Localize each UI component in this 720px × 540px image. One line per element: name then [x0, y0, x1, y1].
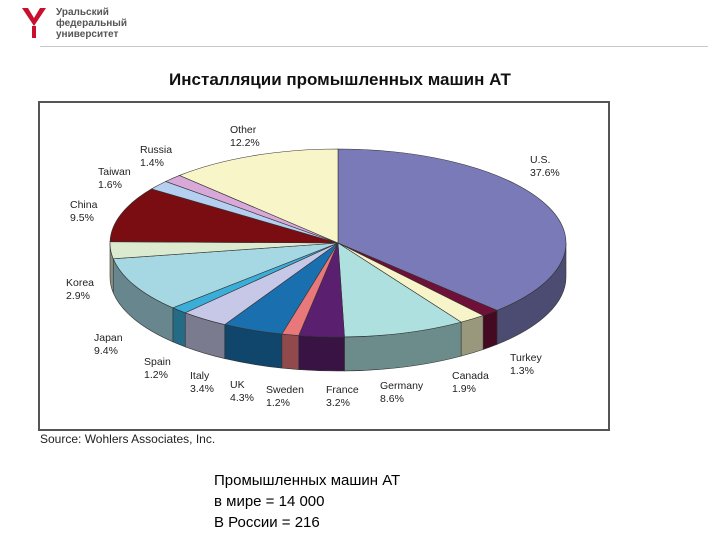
slice-value-us: 37.6% [530, 167, 560, 179]
pie-slice-germany [337, 242, 462, 338]
slice-value-other: 12.2% [230, 137, 260, 149]
slice-label-taiwan: Taiwan [98, 166, 131, 178]
slice-value-japan: 9.4% [94, 345, 118, 357]
slice-label-china: China [70, 199, 98, 211]
slice-label-turkey: Turkey [510, 352, 542, 364]
slice-label-russia: Russia [140, 144, 172, 156]
slice-value-germany: 8.6% [380, 393, 404, 405]
slice-value-uk: 4.3% [230, 392, 254, 404]
slice-label-uk: UK [230, 379, 245, 391]
pie-side-france [298, 335, 345, 372]
university-name: Уральский федеральный университет [56, 7, 127, 40]
slice-value-canada: 1.9% [452, 383, 476, 395]
pie-slice-japan [112, 242, 339, 309]
slice-label-france: France [326, 384, 359, 396]
pie-side-walls [109, 242, 567, 372]
pie-side-sweden [281, 333, 299, 370]
slide-title: Инсталляции промышленных машин АТ [169, 70, 511, 89]
pie-slice-us [337, 148, 567, 311]
slice-label-spain: Spain [144, 356, 171, 368]
slice-value-korea: 2.9% [66, 290, 90, 302]
university-name-line: федеральный [56, 18, 127, 29]
slice-value-russia: 1.4% [140, 157, 164, 169]
slice-label-other: Other [230, 124, 257, 136]
pie-side-spain [172, 307, 186, 348]
slice-value-italy: 3.4% [190, 383, 214, 395]
slice-label-germany: Germany [380, 380, 424, 392]
header-divider [40, 46, 708, 47]
slice-label-korea: Korea [66, 277, 94, 289]
university-name-line: университет [56, 29, 119, 40]
slice-value-sweden: 1.2% [266, 397, 290, 409]
pie-slice-china [109, 188, 339, 244]
slice-value-turkey: 1.3% [510, 365, 534, 377]
slide-note: Промышленных машин АТ в мире = 14 000 В … [214, 470, 400, 533]
university-name-line: Уральский [56, 7, 109, 18]
university-logo-mark-icon [22, 8, 46, 38]
note-line: Промышленных машин АТ [214, 472, 401, 489]
slice-label-japan: Japan [94, 332, 123, 344]
slice-label-canada: Canada [452, 370, 489, 382]
pie-slice-other [178, 148, 339, 244]
pie-side-turkey [482, 309, 498, 350]
pie-top [109, 148, 567, 338]
slice-value-france: 3.2% [326, 397, 350, 409]
slice-label-sweden: Sweden [266, 384, 304, 396]
chart-source: Source: Wohlers Associates, Inc. [40, 432, 216, 446]
slice-label-italy: Italy [190, 370, 210, 382]
pie-side-canada [460, 315, 484, 357]
slice-label-us: U.S. [530, 154, 550, 166]
slice-value-taiwan: 1.6% [98, 179, 122, 191]
note-line: В России = 216 [214, 514, 320, 531]
note-line: в мире = 14 000 [214, 493, 325, 510]
chart-frame: U.S. 37.6% Turkey 1.3% Canada 1.9% Germany 8.6%… [38, 101, 610, 431]
slice-value-china: 9.5% [70, 212, 94, 224]
slice-value-spain: 1.2% [144, 369, 168, 381]
university-logo: Уральский федеральный университет [16, 4, 156, 44]
